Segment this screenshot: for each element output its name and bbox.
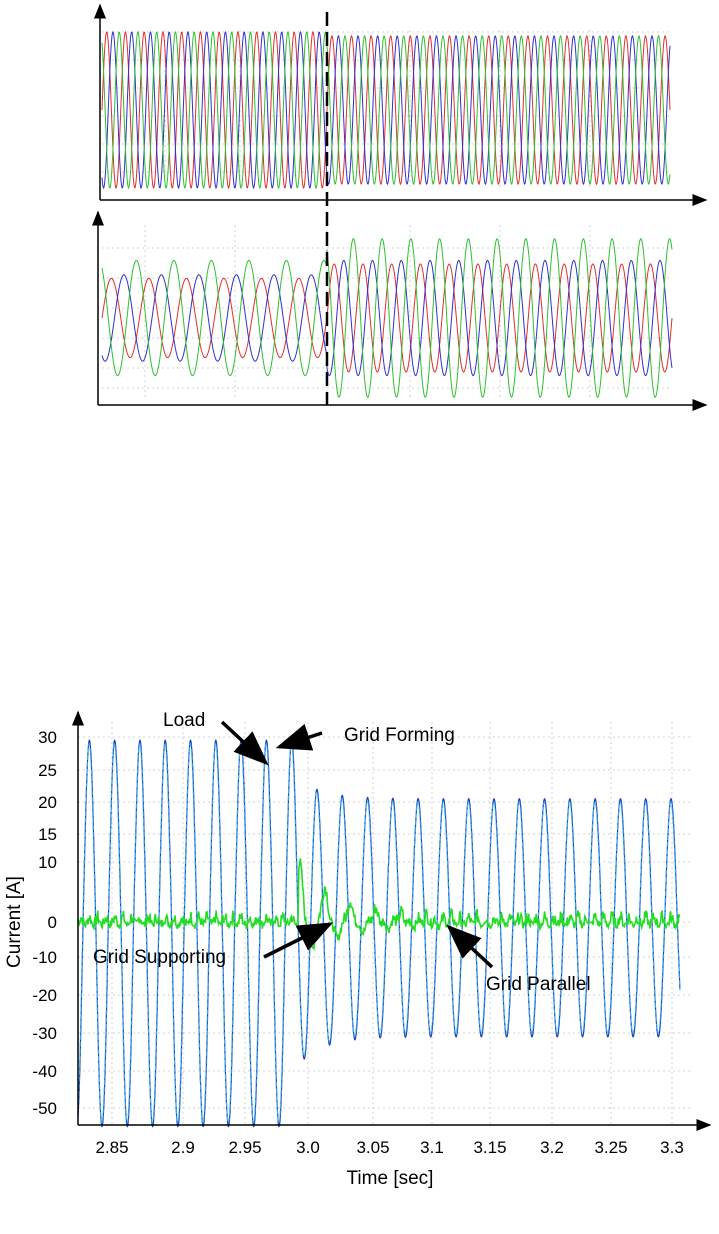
- x-axis-title: Time [sec]: [347, 1168, 434, 1189]
- annotation-grid-forming-arrow: [275, 723, 323, 751]
- annotation-load-arrow: [220, 720, 269, 766]
- x-tick-label: 3.25: [594, 1138, 627, 1157]
- middle-panel: [92, 210, 708, 411]
- annotation-grid-forming: Grid Forming: [344, 725, 455, 746]
- y-tick-label: -20: [32, 986, 57, 1005]
- phase-wave-1: [101, 259, 673, 377]
- bottom-panel-x-tick-labels: 2.85 2.9 2.95 3.0 3.05 3.1 3.15 3.2 3.25 3.3: [95, 1138, 683, 1157]
- y-tick-label: 0: [48, 913, 57, 932]
- annotation-grid-supporting-arrow: [263, 922, 334, 959]
- annotation-grid-supporting: Grid Supporting: [93, 947, 226, 968]
- x-tick-label: 2.9: [171, 1138, 195, 1157]
- y-tick-label: 25: [38, 761, 57, 780]
- x-tick-label: 3.0: [296, 1138, 320, 1157]
- x-tick-label: 3.3: [660, 1138, 684, 1157]
- x-tick-label: 3.1: [420, 1138, 444, 1157]
- phase-wave-0: [101, 263, 673, 373]
- y-tick-label: 30: [38, 728, 57, 747]
- x-tick-label: 3.15: [473, 1138, 506, 1157]
- bottom-panel: 30 25 20 15 10 0 -10 -20 -30 -40 -50 2.85 2.9 2.95 3.…: [4, 710, 712, 1189]
- phase-wave-2: [101, 30, 671, 190]
- x-tick-label: 2.85: [95, 1138, 128, 1157]
- annotation-grid-parallel: Grid Parallel: [486, 974, 591, 995]
- annotation-grid-parallel-arrow: [446, 924, 494, 969]
- phase-wave-0: [101, 30, 671, 190]
- bottom-panel-y-tick-labels: 30 25 20 15 10 0 -10 -20 -30 -40 -50: [32, 728, 57, 1118]
- y-axis-title: Current [A]: [4, 876, 25, 968]
- bottom-panel-waves: [77, 739, 681, 1128]
- y-tick-label: -50: [32, 1099, 57, 1118]
- phase-wave-1: [101, 30, 671, 190]
- y-tick-label: -40: [32, 1062, 57, 1081]
- x-tick-label: 3.05: [356, 1138, 389, 1157]
- x-tick-label: 2.95: [228, 1138, 261, 1157]
- top-panel-waves: [101, 30, 671, 190]
- y-tick-label: -30: [32, 1024, 57, 1043]
- y-tick-label: 15: [38, 825, 57, 844]
- annotation-load: Load: [163, 710, 205, 731]
- y-tick-label: 10: [38, 853, 57, 872]
- y-tick-label: -10: [32, 948, 57, 967]
- x-tick-label: 3.2: [540, 1138, 564, 1157]
- y-tick-label: 20: [38, 793, 57, 812]
- series-grid-supporting: [77, 858, 681, 952]
- series-grid-forming: [77, 742, 681, 1124]
- phase-wave-2: [101, 238, 673, 398]
- middle-panel-waves: [101, 238, 673, 398]
- top-panel: [94, 3, 708, 206]
